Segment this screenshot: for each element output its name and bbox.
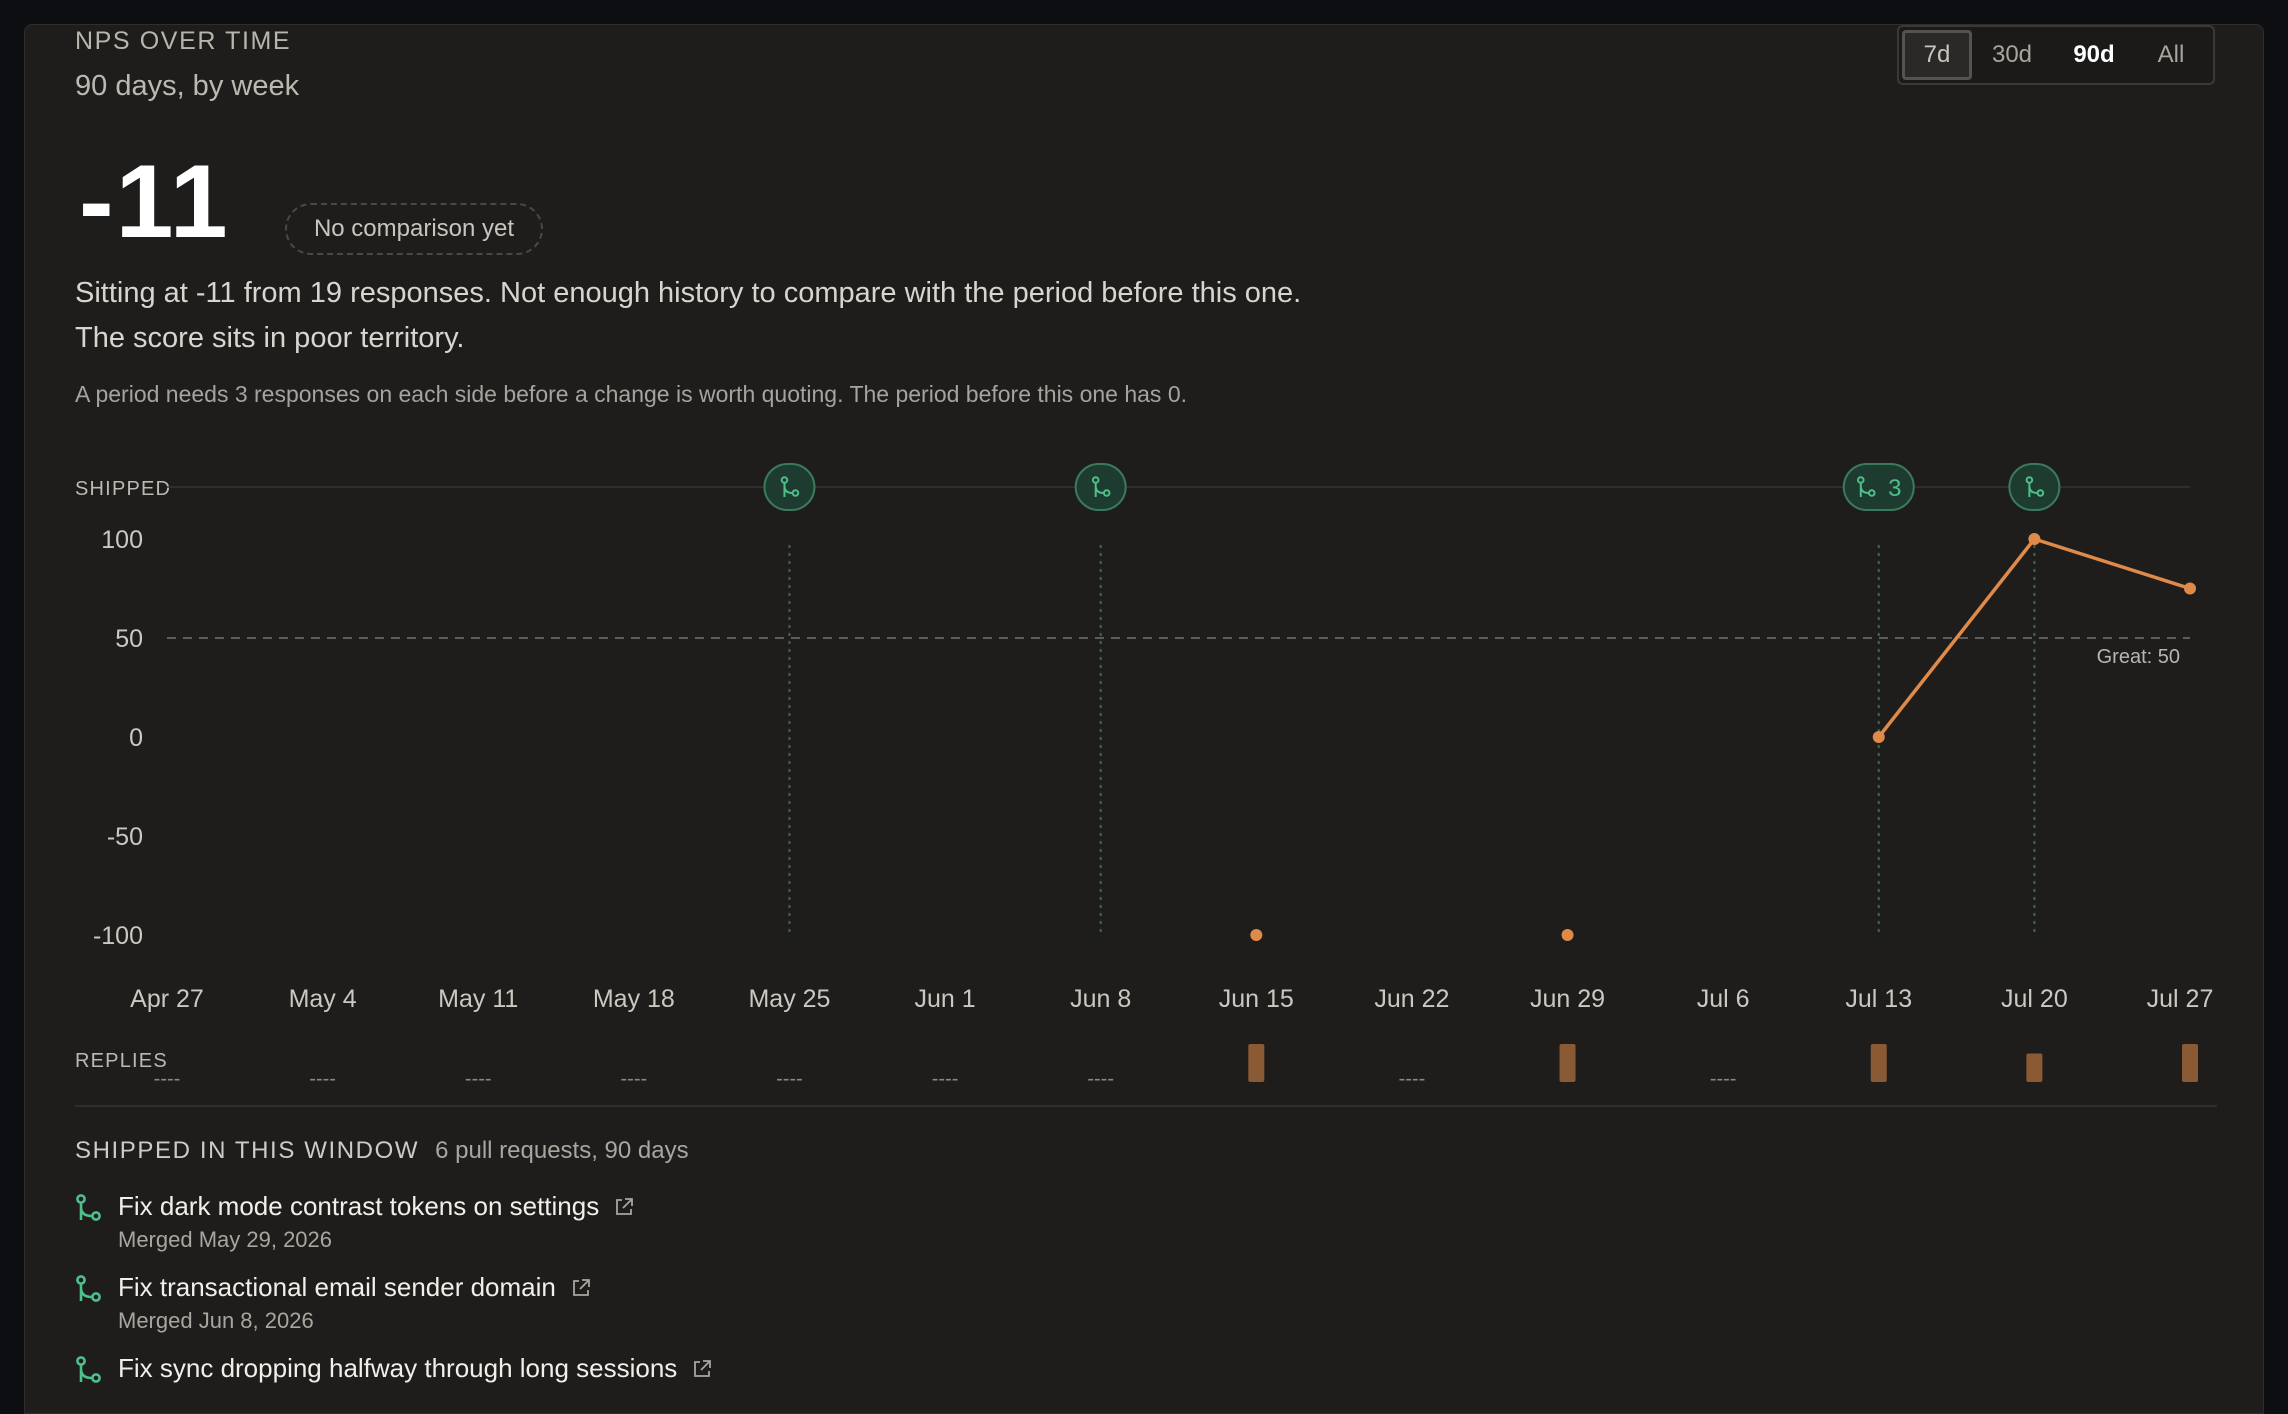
x-tick-label: Jun 22 xyxy=(1374,985,1449,1013)
replies-bar xyxy=(1870,1044,1887,1082)
replies-empty: ---- xyxy=(621,1068,648,1090)
shipped-window-summary: 6 pull requests, 90 days xyxy=(435,1137,689,1164)
y-tick-label: 0 xyxy=(129,724,143,752)
x-tick-label: Jul 6 xyxy=(1697,985,1750,1013)
replies-empty: ---- xyxy=(465,1068,492,1090)
panel-subtitle: 90 days, by week xyxy=(75,70,300,102)
replies-lane-label: REPLIES xyxy=(75,1050,168,1072)
y-tick-label: 100 xyxy=(101,526,143,554)
y-tick-label: -100 xyxy=(93,922,143,950)
nps-data-point xyxy=(1250,929,1263,941)
pull-request-item: Fix dark mode contrast tokens on setting… xyxy=(75,1191,1275,1272)
x-tick-label: Jun 1 xyxy=(914,985,975,1013)
pull-request-meta: Merged May 29, 2026 xyxy=(118,1227,333,1252)
x-tick-label: Jun 8 xyxy=(1070,985,1131,1013)
nps-data-point xyxy=(2184,582,2196,595)
replies-bar xyxy=(2026,1053,2043,1082)
git-merge-icon xyxy=(76,1194,101,1221)
x-tick-label: May 25 xyxy=(748,985,830,1013)
replies-empty: ---- xyxy=(932,1068,959,1090)
external-link-icon[interactable] xyxy=(570,1277,592,1299)
replies-bar xyxy=(1559,1044,1576,1082)
range-selector: 7d 30d 90d All xyxy=(1897,25,2215,85)
pull-request-title[interactable]: Fix dark mode contrast tokens on setting… xyxy=(118,1191,600,1221)
shipped-marker xyxy=(763,463,816,511)
shipped-window-title: SHIPPED IN THIS WINDOW xyxy=(75,1137,420,1164)
replies-bar xyxy=(1248,1044,1265,1082)
external-link-icon[interactable] xyxy=(691,1358,713,1380)
shipped-marker-count: 3 xyxy=(1888,475,1901,502)
replies-empty: ---- xyxy=(1087,1068,1114,1090)
replies-empty: ---- xyxy=(309,1068,336,1090)
x-tick-label: May 18 xyxy=(593,985,675,1013)
git-merge-icon xyxy=(1856,476,1876,497)
y-tick-label: 50 xyxy=(115,625,143,653)
reference-line-label: Great: 50 xyxy=(2097,646,2180,668)
range-option-7d[interactable]: 7d xyxy=(1902,30,1972,80)
shipped-marker xyxy=(1074,463,1127,511)
nps-panel: NPS OVER TIME 90 days, by week 7d 30d 90… xyxy=(24,24,2264,1414)
score-summary: Sitting at -11 from 19 responses. Not en… xyxy=(75,277,1302,354)
nps-data-point xyxy=(1872,731,1885,743)
pull-request-title[interactable]: Fix transactional email sender domain xyxy=(118,1272,556,1302)
git-merge-icon xyxy=(76,1356,101,1383)
nps-score: -11 xyxy=(79,144,230,260)
panel-eyebrow: NPS OVER TIME xyxy=(75,27,292,55)
replies-empty: ---- xyxy=(776,1068,803,1090)
range-option-all[interactable]: All xyxy=(2157,41,2185,68)
nps-data-point xyxy=(2028,533,2041,545)
pull-request-item: Fix sync dropping halfway through long s… xyxy=(75,1353,1275,1413)
replies-empty: ---- xyxy=(1710,1068,1737,1090)
x-tick-label: Jul 27 xyxy=(2147,985,2214,1013)
pull-request-meta: Merged Jun 8, 2026 xyxy=(118,1308,314,1333)
x-tick-label: Jul 20 xyxy=(2001,985,2068,1013)
replies-bar xyxy=(2182,1044,2198,1082)
score-note: A period needs 3 responses on each side … xyxy=(75,381,1187,407)
shipped-marker xyxy=(2008,463,2061,511)
git-merge-icon xyxy=(2025,476,2045,497)
shipped-lane-label: SHIPPED xyxy=(75,478,171,500)
range-option-90d[interactable]: 90d xyxy=(2073,41,2115,68)
pull-request-item: Fix transactional email sender domain Me… xyxy=(75,1272,1275,1353)
x-tick-label: Apr 27 xyxy=(130,985,204,1013)
git-merge-icon xyxy=(1091,476,1111,497)
section-divider xyxy=(75,1105,2217,1107)
shipped-window-header: SHIPPED IN THIS WINDOW 6 pull requests, … xyxy=(75,1137,689,1165)
x-tick-label: Jun 15 xyxy=(1219,985,1294,1013)
nps-chart: SHIPPED 3 100 50 0 -50 -100 Great: 50 Apr 27 M… xyxy=(75,463,2214,1090)
shipped-marker xyxy=(1842,463,1915,511)
replies-empty: ---- xyxy=(154,1068,181,1090)
pull-request-list: Fix dark mode contrast tokens on setting… xyxy=(75,1191,1275,1413)
replies-empty: ---- xyxy=(1399,1068,1426,1090)
range-option-30d[interactable]: 30d xyxy=(1991,41,2033,68)
git-merge-icon xyxy=(76,1275,101,1302)
x-tick-label: May 11 xyxy=(438,985,518,1013)
external-link-icon[interactable] xyxy=(613,1196,635,1218)
x-tick-label: Jun 29 xyxy=(1530,985,1605,1013)
nps-data-point xyxy=(1561,929,1574,941)
x-tick-label: May 4 xyxy=(289,985,357,1013)
git-merge-icon xyxy=(780,476,800,497)
x-tick-label: Jul 13 xyxy=(1845,985,1912,1013)
y-tick-label: -50 xyxy=(107,823,143,851)
comparison-badge: No comparison yet xyxy=(285,203,543,255)
pull-request-title[interactable]: Fix sync dropping halfway through long s… xyxy=(118,1353,678,1383)
